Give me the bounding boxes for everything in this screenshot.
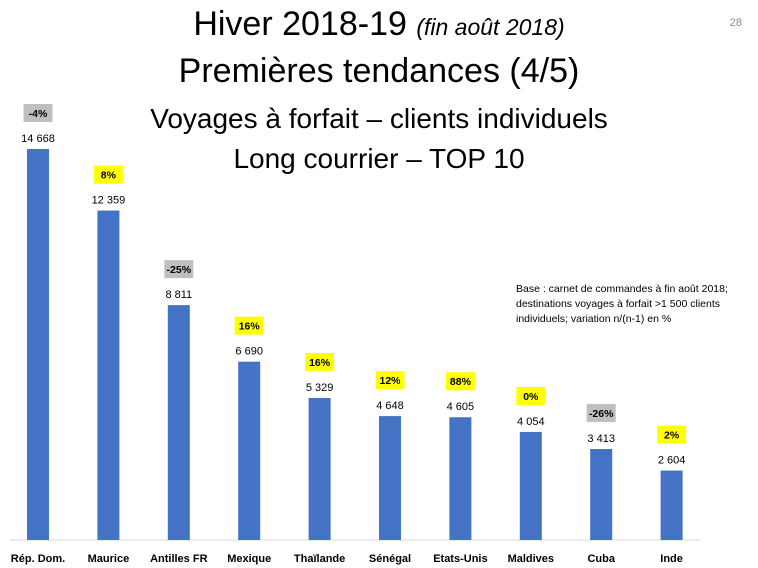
variation-label-mexique: 16% <box>239 321 261 333</box>
variation-label-inde: 2% <box>664 430 680 442</box>
title-period: (fin août 2018) <box>416 14 565 40</box>
category-label-inde: Inde <box>660 553 683 565</box>
bar-thailande <box>308 397 331 540</box>
value-label-antilles-fr: 8 811 <box>165 289 192 301</box>
variation-badge-senegal <box>375 371 405 390</box>
bar-inde <box>660 470 683 540</box>
variation-label-etats-unis: 88% <box>450 376 472 388</box>
variation-label-rep-dom: -4% <box>29 108 48 120</box>
page-number: 28 <box>729 17 742 29</box>
variation-label-senegal: 12% <box>379 375 401 387</box>
bar-maldives <box>519 431 542 540</box>
value-label-thailande: 5 329 <box>306 382 334 394</box>
category-label-maurice: Maurice <box>88 553 130 565</box>
category-label-rep-dom: Rép. Dom. <box>11 553 65 565</box>
variation-badge-rep-dom <box>23 104 53 122</box>
category-label-thailande: Thaïlande <box>294 553 345 565</box>
variation-label-antilles-fr: -25% <box>167 264 192 276</box>
category-label-maldives: Maldives <box>508 553 554 565</box>
base-note: Base : carnet de commandes à fin août 20… <box>516 283 728 325</box>
variation-badge-mexique <box>234 316 264 335</box>
variation-label-cuba: -26% <box>589 408 614 420</box>
category-label-etats-unis: Etats-Unis <box>433 553 487 565</box>
variation-label-maurice: 8% <box>101 170 117 182</box>
bar-etats-unis <box>449 417 472 540</box>
category-label-senegal: Sénégal <box>369 553 411 565</box>
value-label-mexique: 6 690 <box>235 346 263 358</box>
category-label-mexique: Mexique <box>227 553 271 565</box>
variation-badge-thailande <box>305 352 335 371</box>
page-title: Hiver 2018-19 (fin août 2018) <box>0 4 758 47</box>
variation-label-maldives: 0% <box>523 391 539 403</box>
variation-badge-antilles-fr <box>164 260 194 279</box>
bar-senegal <box>379 416 401 540</box>
bar-maurice <box>97 210 120 541</box>
variation-label-thailande: 16% <box>309 357 331 369</box>
value-label-maurice: 12 359 <box>92 195 126 207</box>
title-main: Hiver 2018-19 <box>193 5 407 43</box>
category-label-antilles-fr: Antilles FR <box>150 553 208 565</box>
category-label-cuba: Cuba <box>587 553 615 565</box>
bar-cuba <box>590 449 613 540</box>
value-label-rep-dom: 14 668 <box>21 133 55 145</box>
variation-badge-etats-unis <box>445 372 475 391</box>
value-label-maldives: 4 054 <box>517 416 545 428</box>
value-label-senegal: 4 648 <box>376 400 404 412</box>
title-line-4: Long courrier – TOP 10 <box>233 143 525 174</box>
variation-badge-inde <box>657 425 687 444</box>
title-line-3: Voyages à forfait – clients individuels <box>150 103 608 134</box>
variation-badge-cuba <box>586 404 616 423</box>
title-line-2: Premières tendances (4/5) <box>178 52 580 90</box>
bar-antilles-fr <box>167 305 190 540</box>
value-label-cuba: 3 413 <box>587 433 615 445</box>
variation-badge-maurice <box>93 165 123 184</box>
bar-rep-dom <box>27 149 49 540</box>
value-label-inde: 2 604 <box>658 455 686 467</box>
variation-badge-maldives <box>516 386 546 405</box>
bar-mexique <box>238 361 261 540</box>
value-label-etats-unis: 4 605 <box>447 401 475 413</box>
